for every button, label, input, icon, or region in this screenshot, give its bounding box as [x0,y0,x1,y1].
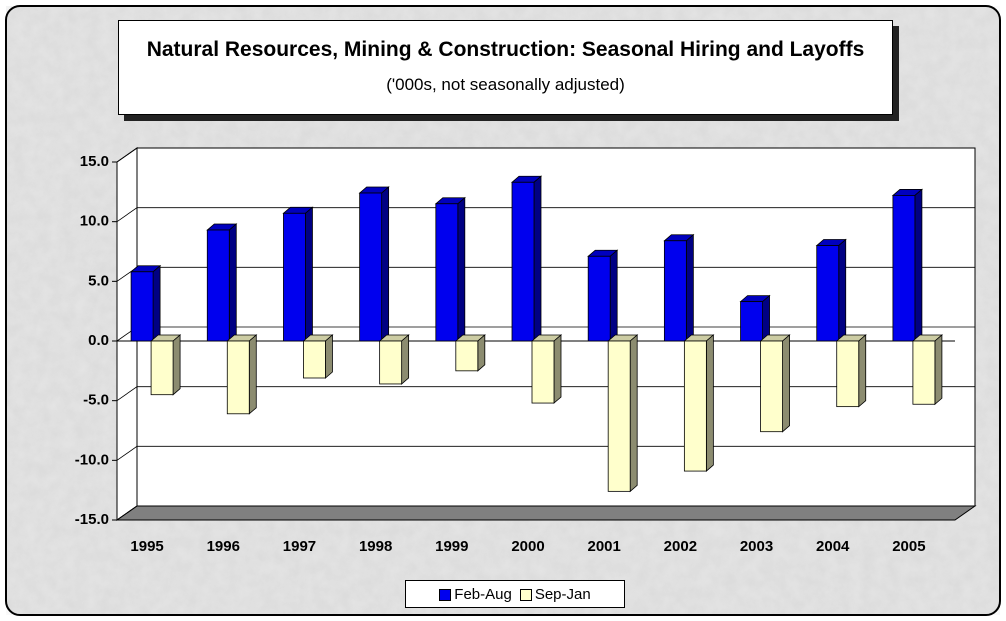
legend-label: Feb-Aug [454,585,512,603]
bar [760,340,783,433]
x-tick-label: 2003 [740,538,773,555]
bar [740,301,763,342]
bar-side [838,238,847,342]
legend-item: Sep-Jan [519,585,591,603]
bar-side [914,188,923,342]
title-box: Natural Resources, Mining & Construction… [118,20,893,115]
bar [226,340,250,415]
x-tick-label: 2005 [892,538,925,555]
legend: Feb-Aug Sep-Jan [405,580,625,608]
bar [435,203,459,342]
bar [379,340,403,385]
border [5,5,1001,616]
bar [130,271,154,342]
bar-side [172,334,181,396]
floor [115,505,977,521]
y-tick-label: -10.0 [75,451,109,468]
bar-side [152,264,161,342]
plot: -15.0 -10.0 -5.0 0.0 5.0 10.0 15.0 1995 1996 1997… [75,147,977,555]
x-tick-label: 1997 [283,538,316,555]
y-tick-label: 15.0 [80,153,109,170]
legend-swatch [519,588,532,601]
x-tick-label: 1998 [359,538,392,555]
x-tick-label: 2002 [664,538,697,555]
bar [836,340,860,408]
legend-label: Sep-Jan [534,585,591,603]
bar-side [477,334,486,372]
bar [912,340,936,405]
bar [206,229,230,342]
x-tick-label: 1995 [130,538,163,555]
bar-side [401,334,410,385]
bar-side [381,186,390,342]
grid-line [116,505,975,521]
bar [587,255,611,342]
bar-side [305,206,313,342]
bar [359,192,383,342]
bar [511,181,535,342]
bar-side [629,334,638,493]
x-tick-label: 2000 [511,538,544,555]
bar-side [609,249,618,342]
title-block: Natural Resources, Mining & Construction… [123,33,888,102]
bar [303,340,326,379]
chart-subtitle: ('000s, not seasonally adjusted) [386,75,625,94]
bar [892,195,916,342]
bar [683,340,707,472]
y-tick-label: -15.0 [75,511,109,528]
grid-line [116,207,975,222]
bar [607,340,631,492]
x-tick-label: 2001 [587,538,620,555]
y-tick-label: 0.0 [88,332,109,349]
bar [663,240,687,342]
bar-side [325,334,333,379]
y-tick-label: 10.0 [80,213,109,230]
bar-side [782,334,790,433]
x-tick-label: 1999 [435,538,468,555]
bar-side [248,334,257,415]
legend-swatch [439,588,452,601]
x-tick-label: 1996 [207,538,240,555]
bar-side [858,334,867,408]
legend-item: Feb-Aug [439,586,512,603]
bar-side [934,334,943,406]
bar [283,212,306,342]
bar [816,245,840,342]
bar-side [705,334,714,472]
bar [531,340,555,404]
bar-side [457,196,466,342]
bar-side [553,334,562,404]
grid-line [116,147,975,163]
x-tick-label: 2004 [816,538,850,555]
chart-title: Natural Resources, Mining & Construction… [146,38,865,61]
bar-side [685,233,694,342]
bar [150,340,174,396]
bar [455,340,479,372]
bar-side [533,175,542,342]
bar-side [228,223,237,342]
bar-side [762,294,770,342]
y-tick-label: -5.0 [83,392,109,409]
y-tick-label: 5.0 [88,272,109,289]
